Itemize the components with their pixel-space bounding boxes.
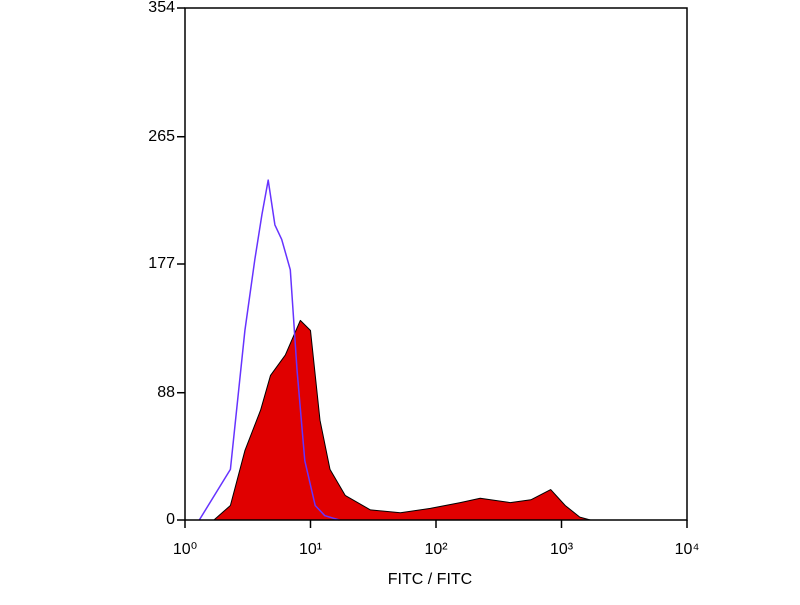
y-tick-label: 354	[148, 0, 175, 16]
x-axis-label: FITC / FITC	[388, 571, 472, 588]
y-tick-label: 0	[166, 511, 175, 528]
y-tick-label: 265	[148, 128, 175, 145]
y-tick-label: 177	[148, 255, 175, 272]
x-tick-label: 10⁴	[675, 541, 700, 558]
x-tick-label: 10⁰	[173, 541, 197, 558]
x-tick-label: 10¹	[299, 541, 322, 558]
x-tick-label: 10³	[550, 541, 574, 558]
x-tick-label: 10²	[424, 541, 448, 558]
y-tick-label: 88	[157, 384, 175, 401]
histogram-area	[213, 319, 591, 521]
histogram-line	[198, 179, 340, 521]
